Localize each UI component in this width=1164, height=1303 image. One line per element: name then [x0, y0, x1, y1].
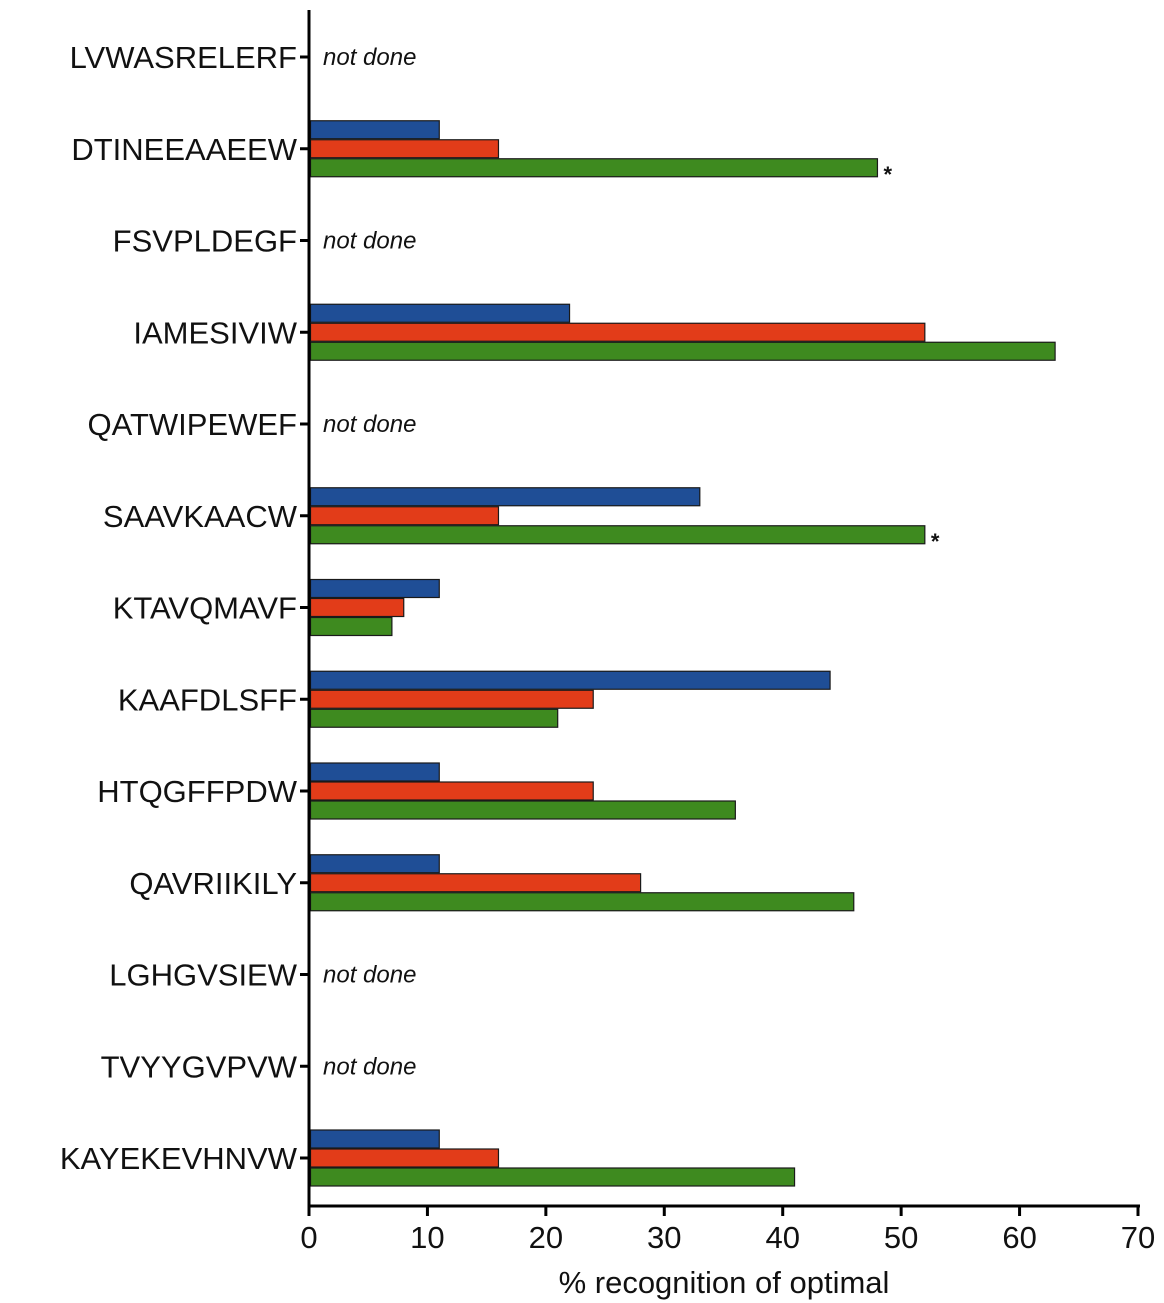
category-label: LGHGVSIEW: [109, 958, 297, 993]
bar: [309, 1167, 796, 1187]
category-label: KAAFDLSFF: [118, 682, 297, 717]
x-axis-label: % recognition of optimal: [559, 1265, 890, 1300]
not-done-label: not done: [323, 411, 416, 438]
x-tick-label: 60: [1002, 1220, 1036, 1255]
bar: [309, 892, 855, 912]
category-label: HTQGFFPDW: [97, 774, 297, 809]
category-label: LVWASRELERF: [70, 40, 297, 75]
x-tick-label: 10: [410, 1220, 444, 1255]
annotations: not done * not done not done * not done not do…: [323, 44, 940, 1080]
category-labels: LVWASRELERF DTINEEAAEEW FSVPLDEGF IAMESIVIW…: [60, 40, 309, 1176]
x-tick-label: 40: [765, 1220, 799, 1255]
bar: [309, 487, 701, 507]
bar: [309, 525, 926, 545]
bar: [309, 158, 879, 178]
category-label: FSVPLDEGF: [113, 224, 297, 259]
bar: [309, 670, 831, 690]
not-done-label: not done: [323, 1053, 416, 1080]
x-tick-label: 30: [647, 1220, 681, 1255]
bar: [309, 854, 440, 874]
bar: [309, 800, 736, 820]
bar: [309, 689, 594, 709]
bar: [309, 322, 926, 342]
x-axis-ticks: 0 10 20 30 40 50 60 70: [300, 1206, 1155, 1255]
x-tick-label: 0: [300, 1220, 317, 1255]
bar: [309, 762, 440, 782]
bar: [309, 597, 405, 618]
category-label: KTAVQMAVF: [113, 591, 297, 626]
category-label: SAAVKAACW: [103, 499, 298, 534]
bar: [309, 616, 393, 637]
bar: [309, 873, 642, 893]
category-label: KAYEKEVHNVW: [60, 1141, 298, 1176]
bar: [309, 303, 571, 323]
category-label: QAVRIIKILY: [129, 866, 297, 901]
x-tick-label: 20: [529, 1220, 563, 1255]
bar: [309, 1148, 500, 1168]
bar: [309, 708, 559, 728]
bar: [309, 578, 440, 599]
category-label: DTINEEAAEEW: [71, 132, 297, 167]
bars-layer: [309, 120, 1056, 1187]
not-done-label: not done: [323, 44, 416, 71]
bar: [309, 781, 594, 801]
bar: [309, 506, 500, 526]
not-done-label: not done: [323, 228, 416, 255]
category-label: TVYYGVPVW: [101, 1049, 298, 1084]
bar: [309, 139, 500, 159]
x-tick-label: 70: [1121, 1220, 1155, 1255]
category-label: IAMESIVIW: [133, 315, 297, 350]
significance-marker: *: [931, 529, 940, 554]
bar: [309, 341, 1056, 361]
significance-marker: *: [883, 162, 892, 187]
not-done-label: not done: [323, 962, 416, 989]
x-tick-label: 50: [884, 1220, 918, 1255]
bar: [309, 120, 440, 140]
bar: [309, 1129, 440, 1149]
category-label: QATWIPEWEF: [87, 407, 297, 442]
